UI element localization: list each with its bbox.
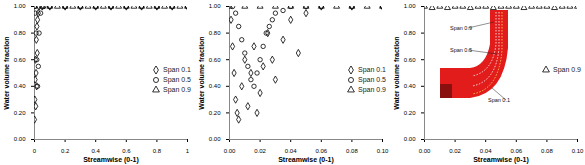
svg-text:0.4: 0.4 <box>92 148 101 154</box>
svg-text:0.40: 0.40 <box>404 83 416 89</box>
svg-text:Span 0.1: Span 0.1 <box>488 97 510 103</box>
svg-text:0.06: 0.06 <box>510 148 522 154</box>
html-text:Span 0.9: Span 0.9 <box>553 66 581 73</box>
svg-text:Span 0.9: Span 0.9 <box>450 25 472 31</box>
svg-text:0.80: 0.80 <box>14 30 26 36</box>
svg-text:0.00: 0.00 <box>209 136 221 142</box>
svg-text:1.00: 1.00 <box>14 3 26 9</box>
svg-text:0.80: 0.80 <box>404 30 416 36</box>
svg-text:Span 0.5: Span 0.5 <box>450 47 472 53</box>
svg-text:0.60: 0.60 <box>209 57 221 63</box>
svg-text:0.00: 0.00 <box>404 136 416 142</box>
svg-text:0.04: 0.04 <box>480 148 492 154</box>
svg-text:0.00: 0.00 <box>224 148 236 154</box>
svg-text:Streamwise (0-1): Streamwise (0-1) <box>473 156 529 164</box>
svg-text:0.10: 0.10 <box>572 148 584 154</box>
svg-text:0.00: 0.00 <box>14 136 26 142</box>
svg-text:0.60: 0.60 <box>404 57 416 63</box>
html-text:Span 0.1: Span 0.1 <box>163 66 191 73</box>
svg-text:Streamwise (0-1): Streamwise (0-1) <box>278 156 334 164</box>
svg-text:0.40: 0.40 <box>14 83 26 89</box>
html-text:Span 0.5: Span 0.5 <box>163 76 191 83</box>
svg-text:0.8: 0.8 <box>153 148 162 154</box>
html-text:Span 0.9: Span 0.9 <box>358 86 386 93</box>
svg-text:Water volume fraction: Water volume fraction <box>198 36 205 109</box>
svg-text:0.08: 0.08 <box>541 148 553 154</box>
svg-text:0.02: 0.02 <box>254 148 266 154</box>
svg-text:0.60: 0.60 <box>14 57 26 63</box>
svg-text:0.6: 0.6 <box>122 148 131 154</box>
svg-text:0: 0 <box>33 148 37 154</box>
svg-text:0.04: 0.04 <box>285 148 297 154</box>
svg-text:1.00: 1.00 <box>404 3 416 9</box>
svg-text:0.20: 0.20 <box>14 110 26 116</box>
svg-text:0.20: 0.20 <box>404 110 416 116</box>
svg-text:Water volume fraction: Water volume fraction <box>393 36 400 109</box>
svg-text:0.80: 0.80 <box>209 30 221 36</box>
svg-text:Water volume fraction: Water volume fraction <box>3 36 10 109</box>
svg-text:Streamwise (0-1): Streamwise (0-1) <box>83 156 139 164</box>
svg-text:1: 1 <box>186 148 190 154</box>
svg-text:0.2: 0.2 <box>61 148 70 154</box>
svg-text:0.08: 0.08 <box>346 148 358 154</box>
html-text:Span 0.1: Span 0.1 <box>358 66 386 73</box>
html-text:Span 0.5: Span 0.5 <box>358 76 386 83</box>
svg-text:0.10: 0.10 <box>377 148 389 154</box>
svg-text:0.02: 0.02 <box>449 148 461 154</box>
svg-text:0.40: 0.40 <box>209 83 221 89</box>
svg-text:0.20: 0.20 <box>209 110 221 116</box>
svg-text:0.00: 0.00 <box>419 148 431 154</box>
svg-text:1.00: 1.00 <box>209 3 221 9</box>
html-text:Span 0.9: Span 0.9 <box>163 86 191 93</box>
svg-text:0.06: 0.06 <box>315 148 327 154</box>
